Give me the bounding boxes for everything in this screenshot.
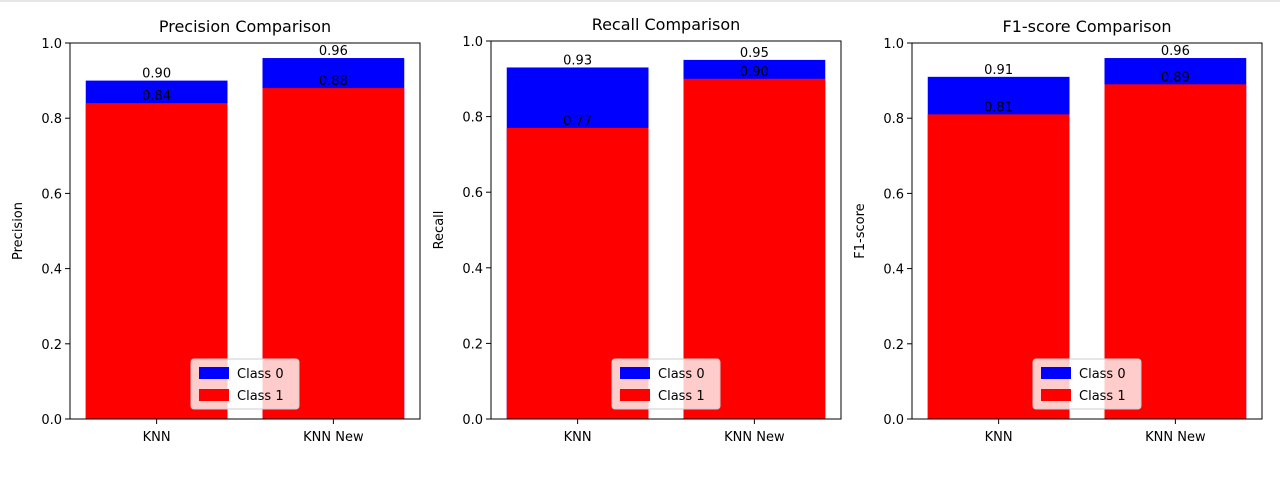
top-divider — [0, 0, 1280, 2]
y-tick-label: 0.2 — [41, 338, 62, 353]
legend-label-class0: Class 0 — [237, 367, 284, 382]
legend-swatch-class1 — [620, 389, 650, 401]
axes-frame — [69, 42, 421, 420]
y-tick-label: 0.0 — [883, 413, 904, 428]
data-label-class1: 0.90 — [740, 65, 769, 80]
chart-panel-0: Precision Comparison Precision 0.90 0.84 KNN… — [11, 17, 421, 445]
legend-swatch-class0 — [199, 367, 229, 379]
legend-label-class0: Class 0 — [1079, 367, 1126, 382]
x-tick-label: KNN New — [1145, 430, 1206, 445]
y-tick-label: 0.2 — [462, 337, 483, 352]
y-tick-label: 0.0 — [462, 413, 483, 428]
legend: Class 0 Class 1 — [611, 358, 721, 410]
legend-label-class1: Class 1 — [1079, 389, 1126, 404]
axes-frame — [911, 42, 1263, 420]
x-tick-label: KNN New — [303, 430, 364, 445]
data-label-class0: 0.96 — [319, 44, 348, 59]
x-tick-label: KNN New — [724, 430, 785, 445]
y-tick-label: 0.8 — [883, 112, 904, 127]
y-tick-label: 0.6 — [883, 187, 904, 202]
data-label-class0: 0.91 — [984, 63, 1013, 78]
data-label-class0: 0.95 — [740, 46, 769, 61]
data-label-class0: 0.93 — [563, 53, 592, 68]
legend: Class 0 Class 1 — [1032, 358, 1142, 410]
y-tick-label: 0.4 — [41, 263, 62, 278]
x-tick-label: KNN — [143, 430, 171, 445]
y-tick-label: 0.6 — [41, 187, 62, 202]
y-tick-label: 0.6 — [462, 186, 483, 201]
y-tick-label: 1.0 — [883, 37, 904, 52]
y-tick-label: 0.4 — [883, 263, 904, 278]
legend-swatch-class1 — [1041, 389, 1071, 401]
data-label-class1: 0.84 — [142, 89, 171, 104]
legend-swatch-class0 — [1041, 367, 1071, 379]
y-axis-label: Precision — [11, 202, 26, 260]
legend-label-class1: Class 1 — [658, 389, 705, 404]
data-label-class1: 0.81 — [984, 100, 1013, 115]
chart-title: Recall Comparison — [592, 15, 741, 34]
legend-label-class0: Class 0 — [658, 367, 705, 382]
x-tick-label: KNN — [985, 430, 1013, 445]
y-tick-label: 0.8 — [462, 111, 483, 126]
y-tick-label: 1.0 — [462, 35, 483, 50]
chart-title: Precision Comparison — [159, 17, 331, 36]
axes-frame — [490, 40, 842, 420]
y-tick-label: 0.0 — [41, 413, 62, 428]
y-axis-label: F1-score — [853, 203, 868, 258]
y-axis-label: Recall — [432, 211, 447, 250]
y-tick-label: 0.2 — [883, 338, 904, 353]
legend-label-class1: Class 1 — [237, 389, 284, 404]
data-label-class1: 0.89 — [1161, 70, 1190, 85]
data-label-class1: 0.88 — [319, 74, 348, 89]
data-label-class0: 0.90 — [142, 67, 171, 82]
chart-title: F1-score Comparison — [1002, 17, 1171, 36]
legend-swatch-class1 — [199, 389, 229, 401]
chart-panel-1: Recall Comparison Recall 0.93 0.77 KNN 0.95 0.… — [432, 15, 842, 445]
data-label-class0: 0.96 — [1161, 44, 1190, 59]
legend-swatch-class0 — [620, 367, 650, 379]
data-label-class1: 0.77 — [563, 114, 592, 129]
chart-panel-2: F1-score Comparison F1-score 0.91 0.81 KNN 0.… — [853, 17, 1263, 445]
y-tick-label: 0.8 — [41, 112, 62, 127]
x-tick-label: KNN — [564, 430, 592, 445]
legend: Class 0 Class 1 — [190, 358, 300, 410]
y-tick-label: 1.0 — [41, 37, 62, 52]
y-tick-label: 0.4 — [462, 262, 483, 277]
